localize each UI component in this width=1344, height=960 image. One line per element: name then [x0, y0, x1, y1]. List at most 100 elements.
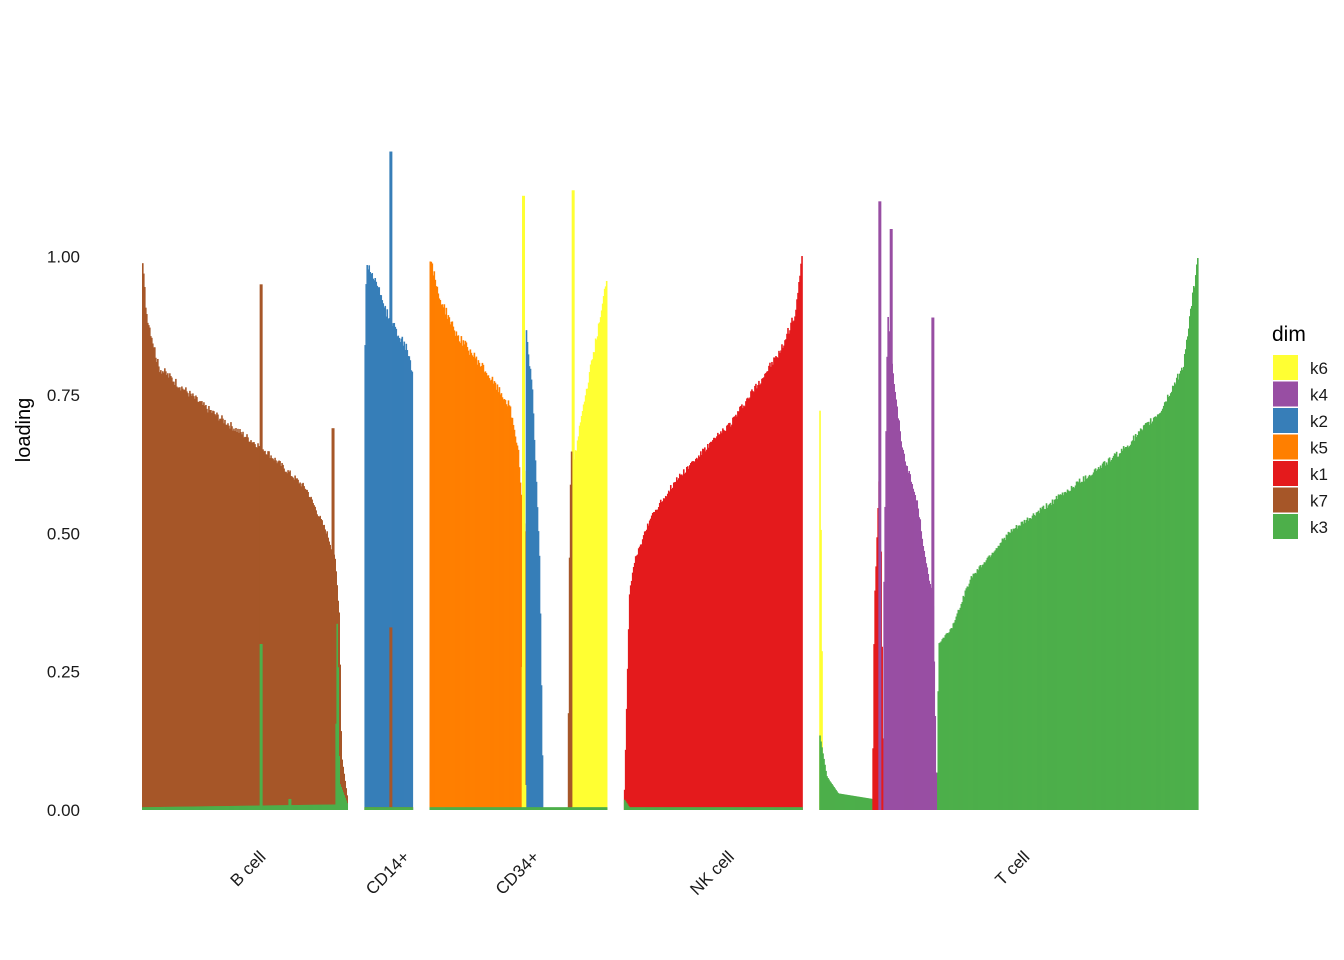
bar-k1	[736, 416, 738, 810]
bar-k7	[223, 423, 225, 810]
bar-k3	[404, 807, 407, 810]
bar-k3	[376, 807, 379, 810]
bar-k3	[441, 807, 444, 810]
bar-k3	[215, 806, 217, 810]
bar-k7	[271, 458, 273, 810]
bar-k3	[968, 583, 971, 810]
bar-k3	[1120, 448, 1123, 810]
bar-k3	[279, 805, 281, 810]
bar-k3	[1169, 393, 1172, 810]
bar-k3	[667, 807, 670, 810]
bar-k3	[766, 807, 768, 810]
bar-k4	[903, 453, 905, 810]
bar-k3	[763, 807, 765, 810]
bar-k7	[251, 442, 253, 810]
bar-k7	[315, 510, 317, 810]
bar-k7	[162, 371, 164, 810]
bar-k3	[979, 565, 982, 810]
bar-k3	[150, 807, 152, 810]
bar-k3	[719, 807, 721, 810]
bar-k7	[343, 773, 346, 810]
bar-k1	[748, 398, 750, 810]
bar-k2	[375, 281, 378, 810]
bar-k3	[266, 805, 268, 810]
bar-k3	[573, 807, 576, 810]
bar-k3	[1141, 430, 1144, 810]
bar-k3	[762, 807, 764, 810]
bar-k3	[310, 804, 312, 810]
bar-k3	[819, 735, 821, 810]
bar-k1	[690, 463, 692, 810]
bar-k1	[700, 451, 702, 810]
bar-k3	[322, 804, 324, 810]
bar-k6	[590, 360, 593, 810]
bar-k3	[1020, 521, 1023, 810]
group-b-cell	[142, 263, 349, 811]
y-tick-label: 0.00	[47, 801, 80, 820]
bar-k7	[155, 357, 157, 810]
bar-k7	[335, 571, 337, 810]
bar-k3	[721, 807, 723, 810]
bar-k5	[505, 404, 508, 810]
bar-k3	[645, 807, 648, 810]
spike-k6	[522, 195, 526, 811]
bar-k3	[1016, 528, 1019, 810]
bar-k7	[161, 373, 163, 810]
bar-k1	[780, 350, 782, 810]
spike-k3	[259, 644, 263, 810]
bar-k3	[158, 807, 160, 810]
bar-k3	[1177, 379, 1180, 810]
bar-k7	[266, 454, 268, 810]
bar-k5	[473, 352, 476, 810]
bar-k3	[689, 807, 691, 810]
bar-k3	[383, 807, 386, 810]
bar-k3	[839, 793, 841, 810]
bar-k1	[652, 512, 655, 810]
bar-k5	[452, 326, 455, 810]
bar-k3	[272, 805, 274, 810]
bar-k3	[1094, 468, 1097, 810]
bar-k3	[151, 807, 153, 810]
bar-k3	[718, 807, 720, 810]
bar-k5	[470, 352, 473, 810]
bar-k5	[451, 321, 454, 810]
bar-k7	[228, 425, 230, 810]
bar-k7	[309, 497, 311, 810]
bar-k3	[411, 807, 414, 810]
bar-k3	[688, 807, 690, 810]
bar-k3	[652, 807, 655, 810]
bar-k3	[1121, 450, 1124, 810]
bar-k3	[668, 807, 671, 810]
bar-k5	[486, 375, 489, 810]
bar-k7	[232, 430, 234, 810]
bar-k3	[589, 807, 592, 810]
bar-k3	[602, 807, 605, 810]
bar-k3	[1107, 458, 1110, 810]
bar-k3	[725, 807, 727, 810]
legend-swatch	[1273, 434, 1298, 460]
bar-k3	[485, 807, 488, 810]
bar-k3	[678, 807, 681, 810]
bar-k3	[1037, 510, 1040, 810]
bar-k1	[723, 429, 725, 810]
bar-k3	[820, 741, 822, 810]
bar-k3	[737, 807, 739, 810]
bar-k4	[911, 484, 914, 810]
bar-k1	[666, 493, 669, 810]
bar-k7	[567, 713, 570, 810]
bar-k3	[205, 806, 207, 810]
bar-k1	[726, 425, 728, 810]
bar-k1	[667, 490, 670, 810]
bar-k3	[345, 800, 348, 810]
bar-k7	[314, 506, 316, 810]
bar-k3	[225, 806, 227, 810]
bar-k7	[193, 396, 195, 810]
bar-k3	[631, 807, 634, 810]
bar-k3	[579, 807, 582, 810]
bar-k3	[983, 562, 986, 810]
bar-k3	[500, 807, 503, 810]
bar-k4	[908, 470, 911, 810]
legend-label: k5	[1310, 439, 1328, 458]
bar-k3	[784, 807, 786, 810]
